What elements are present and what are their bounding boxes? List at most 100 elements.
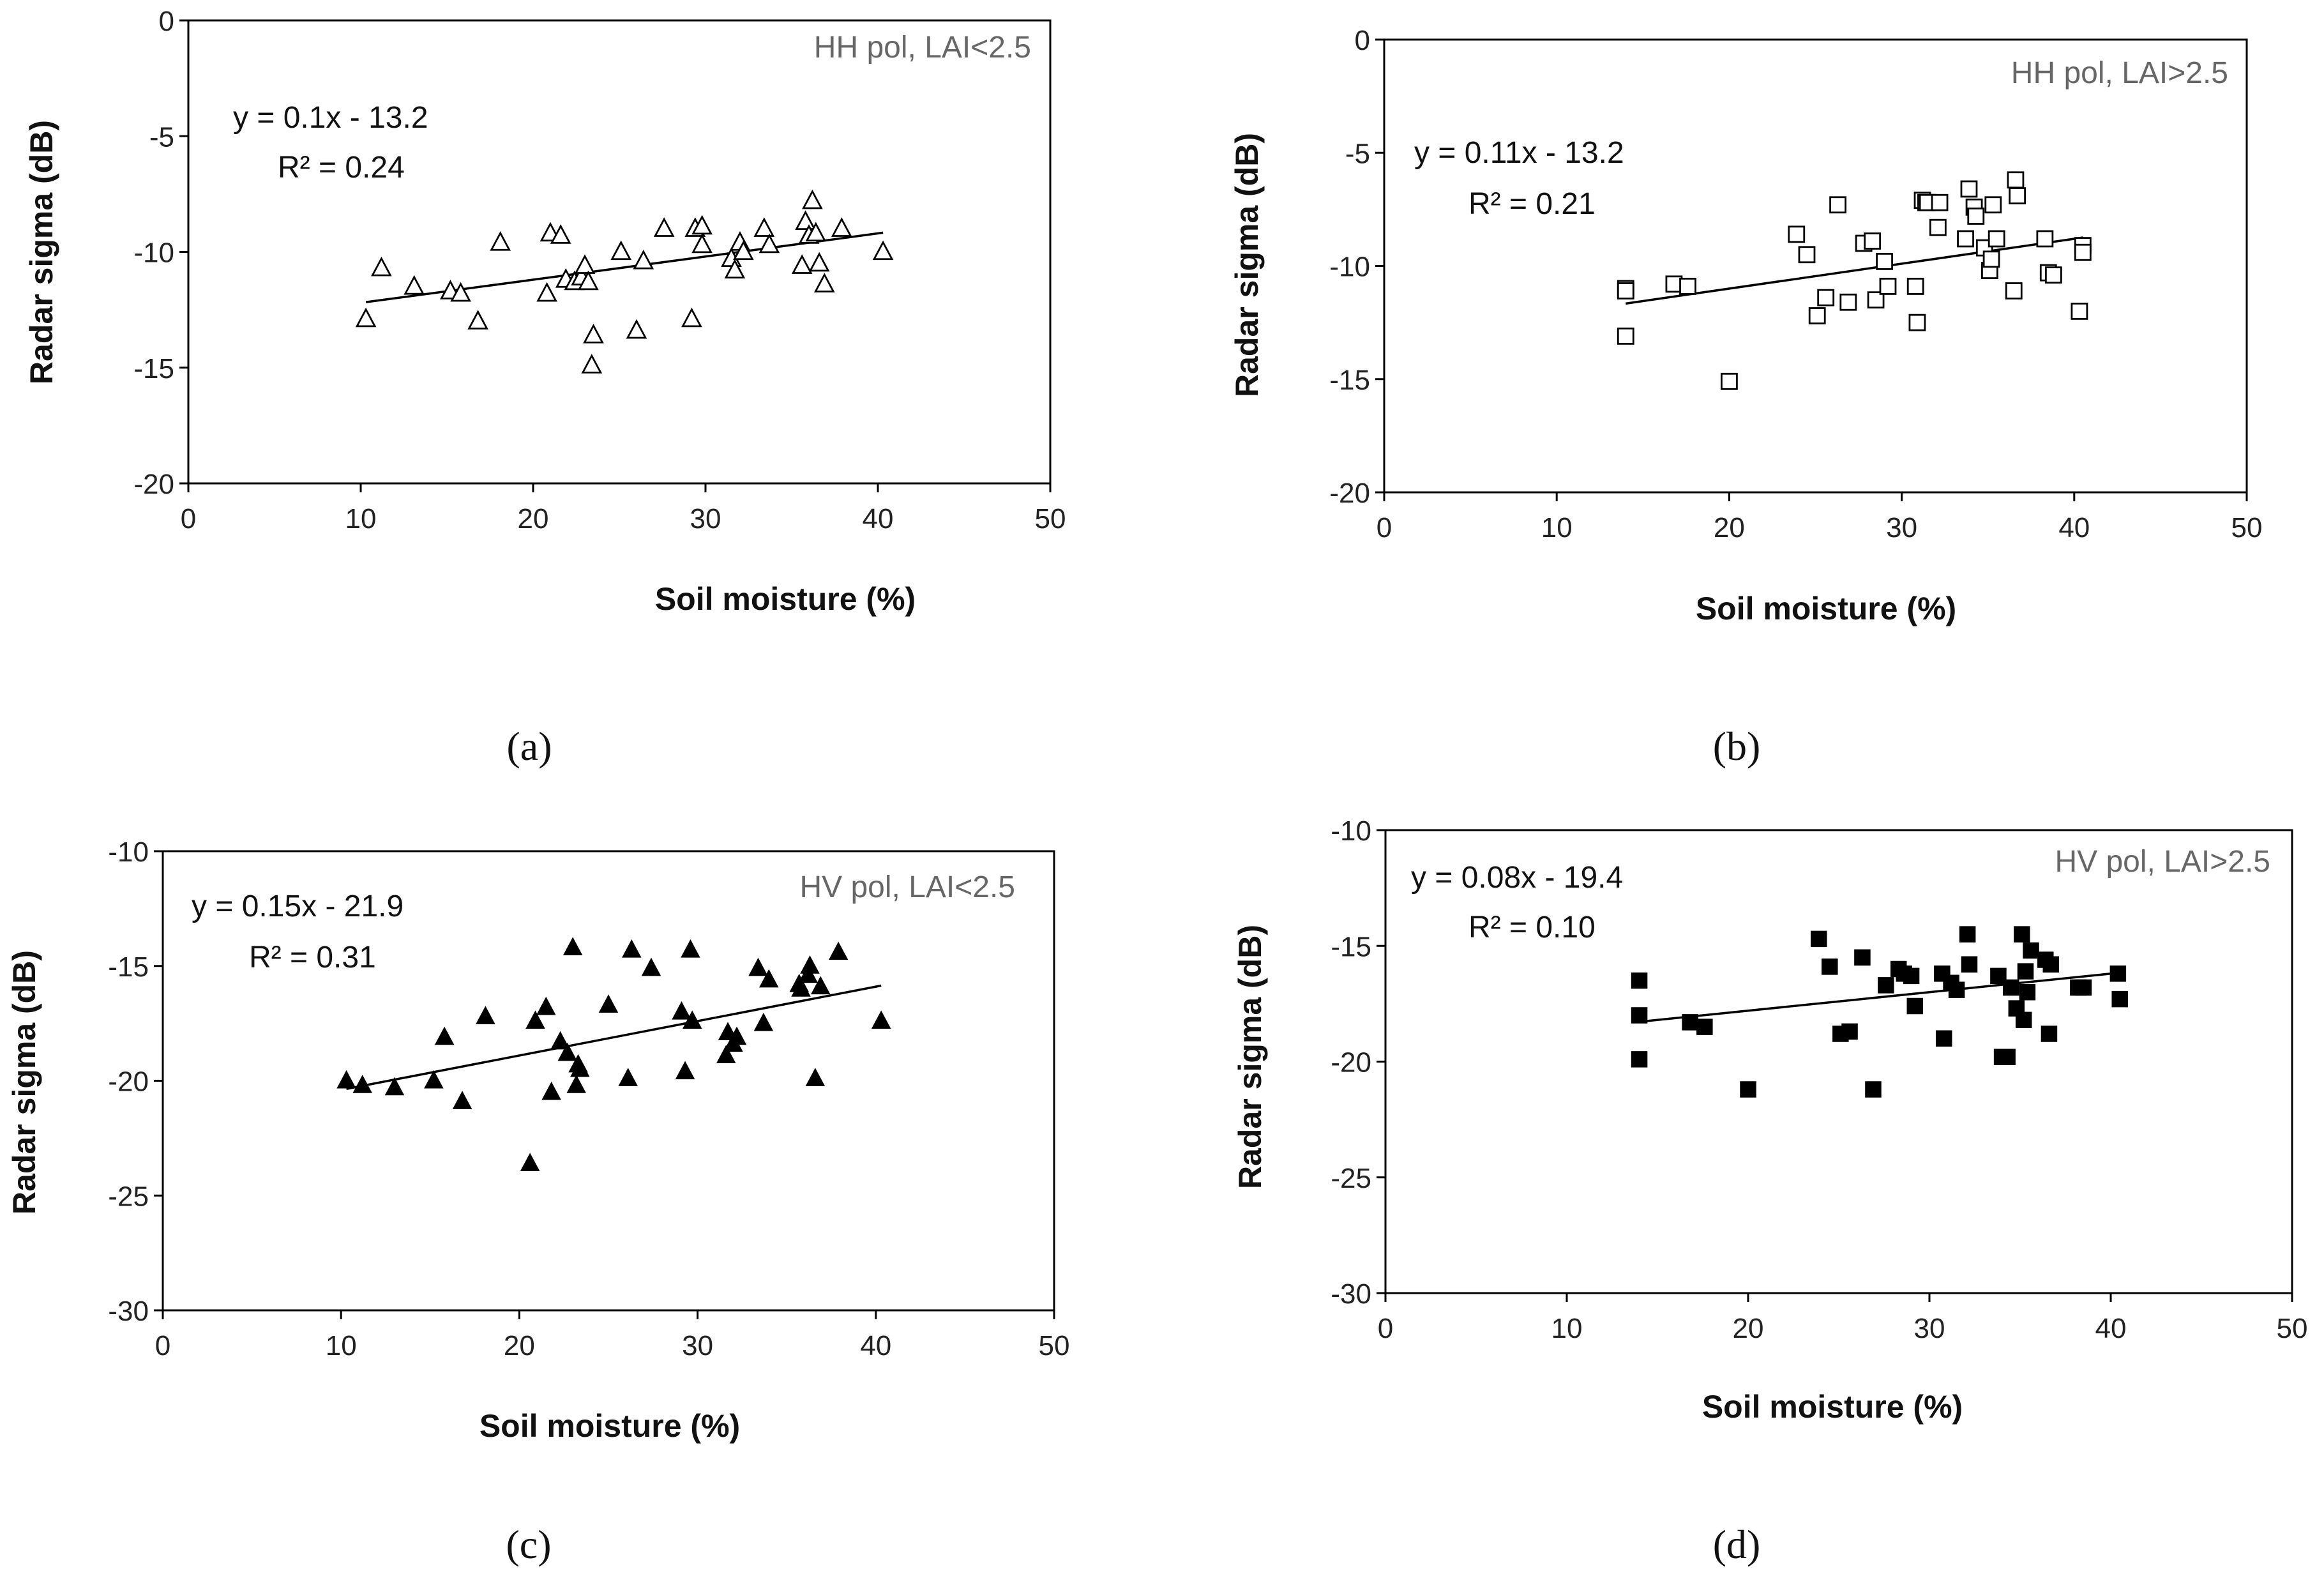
data-point — [1798, 246, 1816, 264]
data-point — [1931, 193, 1949, 211]
data-point — [610, 240, 632, 261]
data-point — [831, 217, 852, 237]
data-point — [1984, 196, 2002, 214]
axis-ticks: 0 10 20 30 40 50 0 -5 -10 -15 -20 — [133, 6, 1066, 534]
data-point — [583, 324, 604, 344]
data-point — [2003, 979, 2019, 996]
data-point — [1829, 196, 1847, 214]
y-tick-label: -20 — [1331, 1047, 1371, 1079]
data-point — [724, 259, 746, 279]
regression-line — [1639, 971, 2120, 1023]
data-point — [758, 233, 780, 254]
regression-equation: y = 0.08x - 19.4 — [1411, 861, 1623, 895]
data-point — [1682, 1014, 1698, 1031]
data-point — [1988, 230, 2005, 248]
data-point — [1957, 230, 1974, 248]
panel-d: 0 10 20 30 40 50 -10 -15 -20 -25 -30 HV pol, LAI>2… — [1232, 815, 2307, 1567]
data-point — [716, 1045, 736, 1063]
data-point — [1961, 956, 1978, 973]
data-point — [2007, 171, 2025, 189]
x-tick-label: 0 — [1377, 512, 1392, 543]
y-tick-label: -20 — [133, 469, 174, 500]
data-point — [557, 1042, 578, 1061]
r-squared: R² = 0.21 — [1468, 187, 1596, 221]
data-point — [1617, 282, 1634, 299]
y-tick-label: 0 — [159, 6, 174, 37]
y-axis-title: Radar sigma (dB) — [1232, 925, 1268, 1189]
data-point — [336, 1070, 356, 1089]
data-point — [536, 282, 557, 302]
data-point — [371, 256, 392, 276]
data-point — [1982, 250, 2000, 268]
data-point — [1934, 966, 1950, 982]
data-point — [753, 217, 775, 237]
data-point — [641, 957, 661, 976]
data-points — [1617, 171, 2092, 390]
y-tick-label: -10 — [108, 837, 149, 868]
data-point — [1696, 1019, 1713, 1035]
y-tick-label: -30 — [1331, 1278, 1371, 1310]
data-point — [424, 1070, 444, 1089]
x-tick-label: 40 — [860, 1330, 891, 1361]
y-axis-title: Radar sigma (dB) — [1229, 133, 1265, 397]
y-tick-label: -5 — [1345, 138, 1370, 169]
panel-label: (b) — [1713, 723, 1761, 769]
data-point — [1679, 278, 1696, 295]
data-point — [1929, 218, 1947, 236]
data-point — [520, 1153, 540, 1171]
data-point — [1811, 930, 1827, 948]
data-point — [541, 1081, 561, 1100]
x-tick-label: 50 — [1039, 1330, 1070, 1361]
data-point — [633, 250, 654, 269]
data-point — [1908, 314, 1926, 331]
y-tick-label: -10 — [1331, 815, 1371, 847]
x-tick-label: 50 — [2277, 1313, 2308, 1344]
inset-label: HV pol, LAI<2.5 — [799, 870, 1015, 904]
data-point — [568, 1054, 588, 1073]
data-point — [727, 1026, 747, 1045]
r-squared: R² = 0.24 — [278, 151, 405, 185]
x-tick-label: 0 — [1378, 1313, 1393, 1344]
panel-label: (a) — [506, 723, 552, 769]
data-point — [2075, 979, 2092, 996]
data-point — [805, 222, 827, 242]
data-point — [562, 937, 583, 955]
regression-line — [346, 984, 882, 1090]
data-point — [1906, 997, 1924, 1015]
data-point — [681, 307, 702, 328]
data-point — [1740, 1081, 1756, 1098]
data-point — [808, 252, 830, 272]
data-point — [622, 939, 642, 958]
x-tick-label: 30 — [1914, 1313, 1945, 1344]
x-tick-label: 30 — [690, 503, 721, 534]
data-point — [1631, 972, 1648, 989]
y-tick-label: -10 — [1329, 252, 1370, 283]
data-point — [2015, 1011, 2032, 1028]
data-point — [578, 270, 599, 291]
data-point — [1631, 1051, 1648, 1068]
regression-equation: y = 0.11x - 13.2 — [1414, 136, 1624, 170]
x-tick-label: 30 — [1886, 512, 1917, 543]
data-point — [1788, 225, 1806, 243]
data-point — [691, 233, 713, 254]
axis-ticks: 0 10 20 30 40 50 -10 -15 -20 -25 -30 — [1331, 815, 2307, 1344]
data-point — [1948, 981, 1965, 998]
data-point — [872, 240, 894, 261]
x-tick-label: 10 — [1551, 1313, 1583, 1344]
data-point — [798, 964, 818, 983]
data-point — [550, 224, 571, 244]
x-tick-label: 20 — [1733, 1313, 1764, 1344]
x-tick-label: 40 — [2058, 512, 2090, 543]
data-point — [2023, 942, 2039, 959]
data-point — [682, 1010, 702, 1029]
axis-ticks: 0 10 20 30 40 50 0 -5 -10 -15 -20 — [1329, 25, 2262, 543]
data-point — [1906, 278, 1924, 295]
x-tick-label: 20 — [518, 503, 549, 534]
y-tick-label: 0 — [1355, 25, 1370, 56]
trendline — [346, 984, 882, 1090]
data-point — [450, 282, 471, 302]
data-point — [828, 941, 849, 960]
data-point — [1854, 949, 1871, 966]
data-point — [352, 1075, 372, 1093]
y-tick-label: -25 — [1331, 1163, 1371, 1194]
